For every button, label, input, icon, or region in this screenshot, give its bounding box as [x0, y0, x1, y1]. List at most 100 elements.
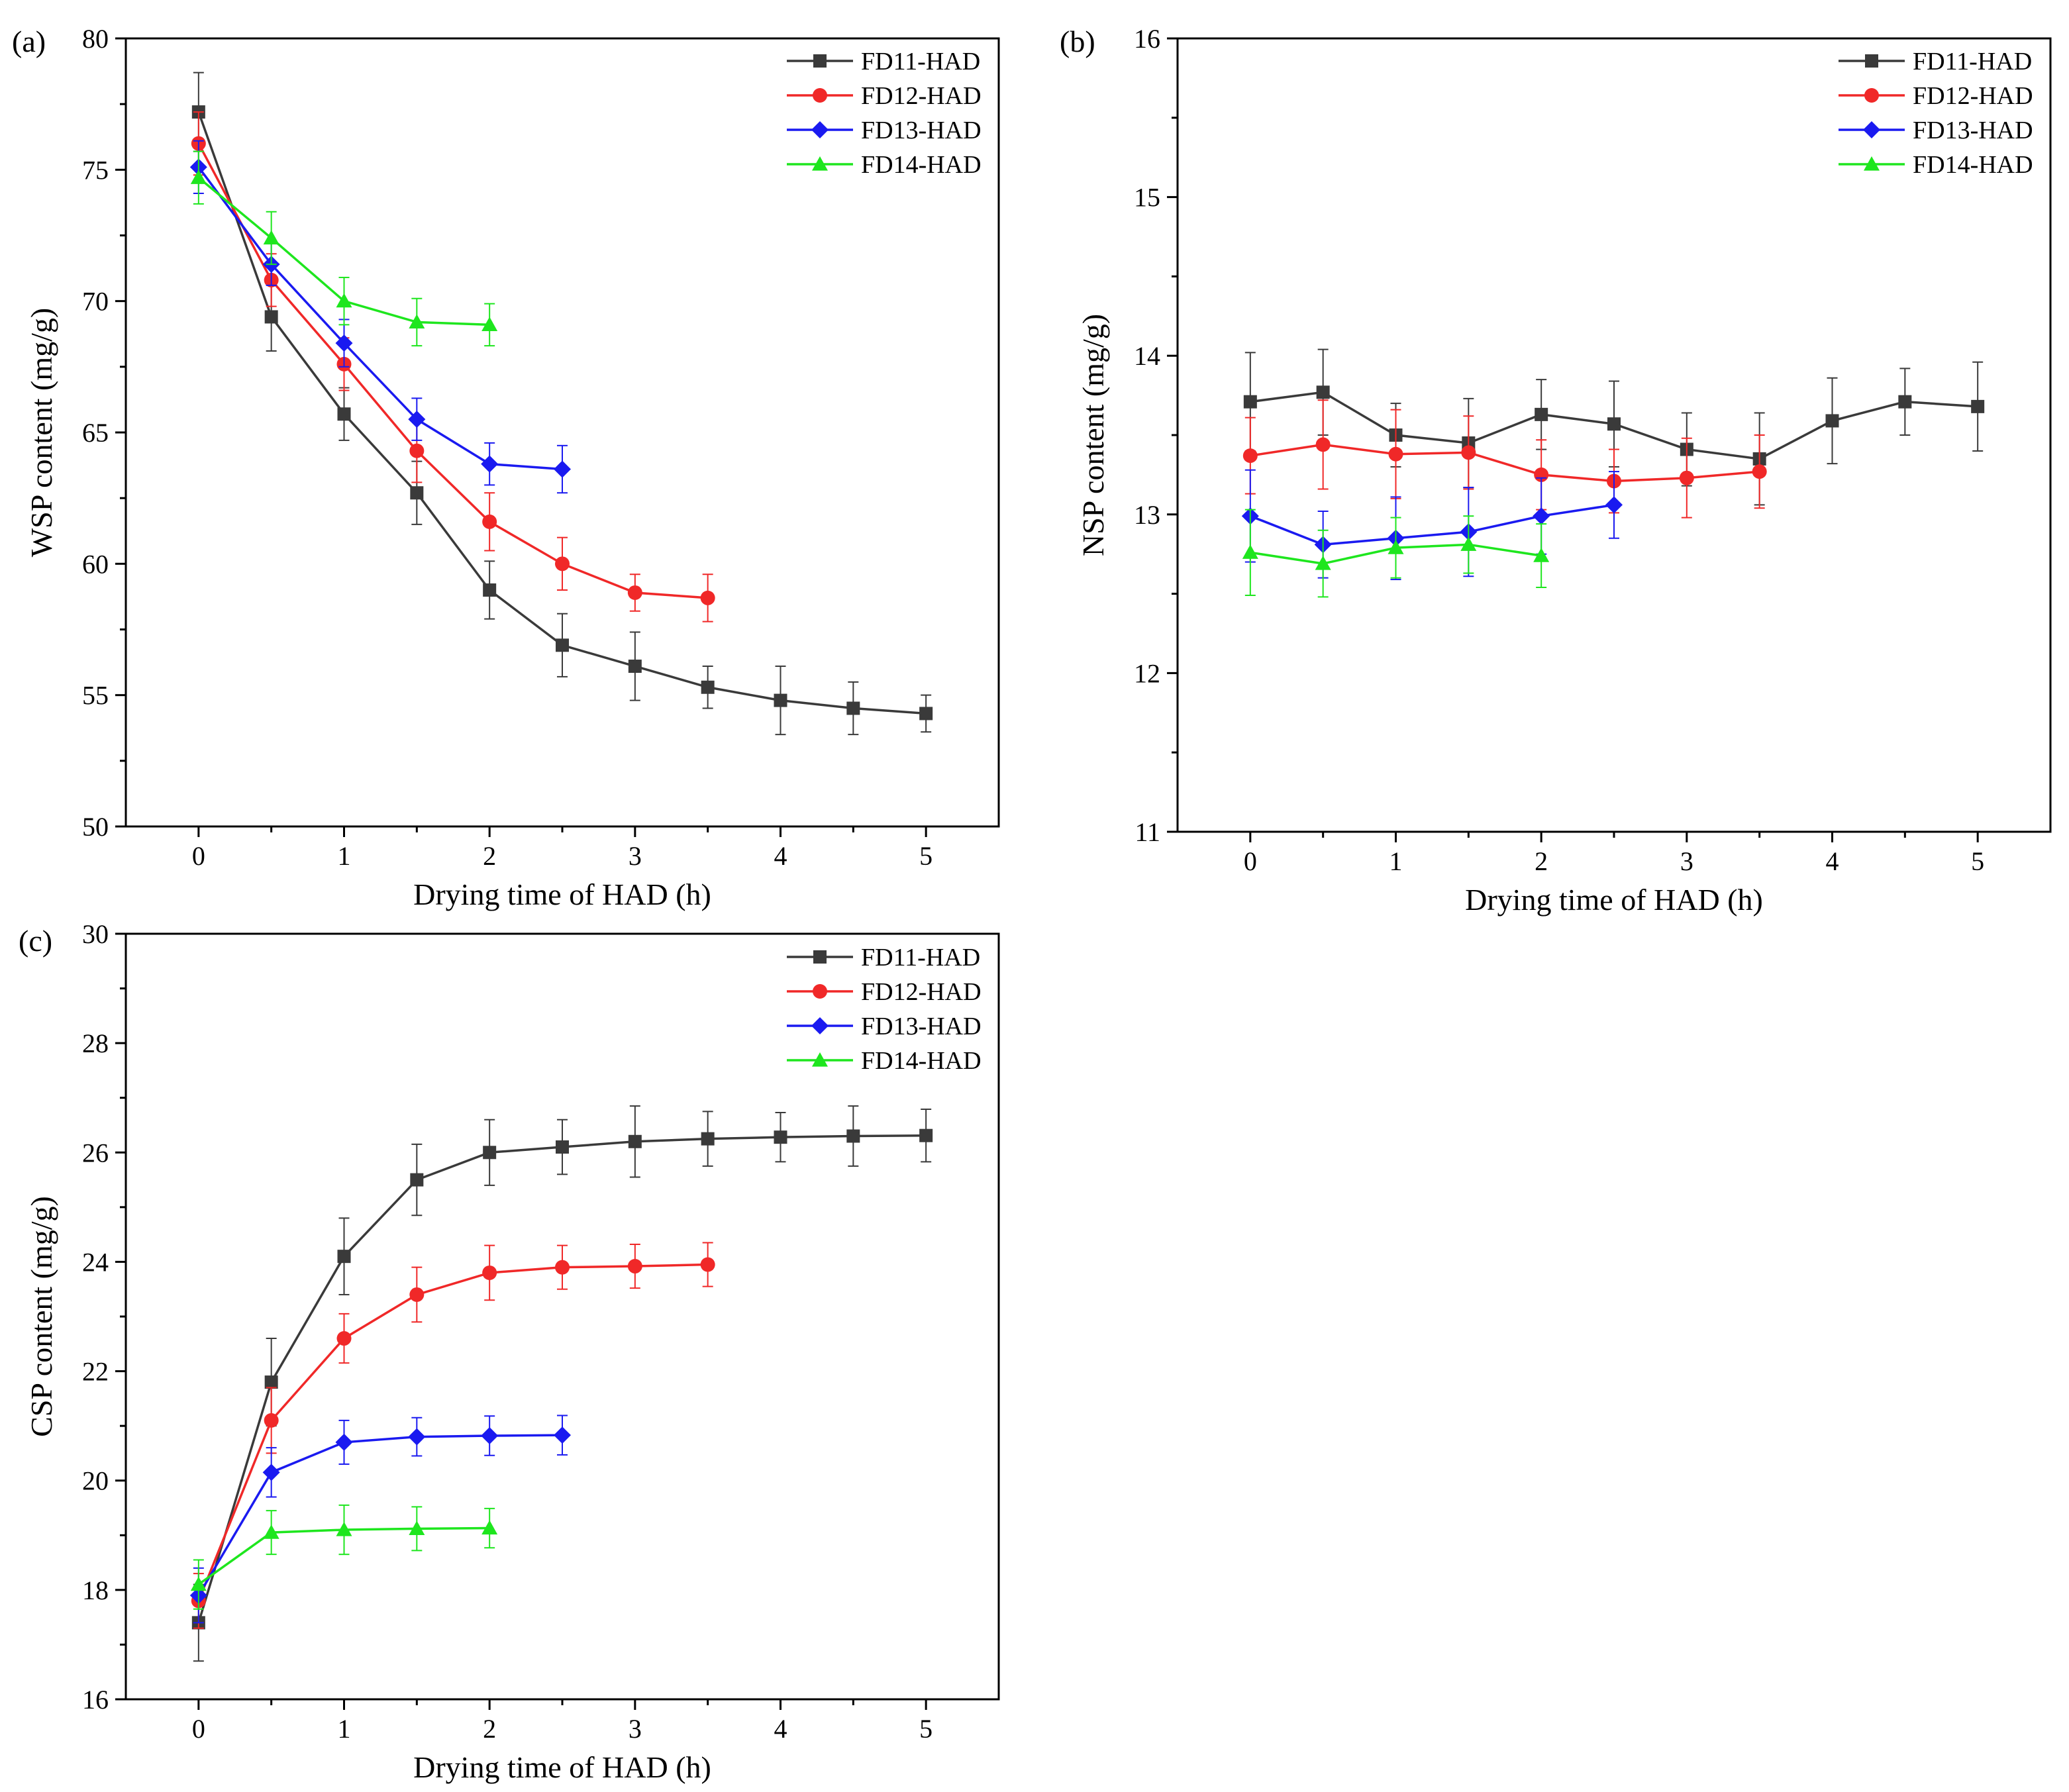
data-point	[337, 407, 351, 421]
legend-item: FD11-HAD	[787, 48, 980, 75]
series-FD12-HAD	[1242, 399, 1767, 519]
x-tick-label: 2	[483, 841, 496, 871]
x-tick-label: 0	[192, 841, 205, 871]
data-point	[263, 230, 279, 245]
data-point	[482, 514, 497, 529]
x-tick-label: 3	[1680, 846, 1693, 876]
x-axis-label: Drying time of HAD (h)	[413, 877, 711, 911]
legend-label: FD12-HAD	[1913, 82, 2033, 110]
series-line	[197, 142, 708, 599]
legend: FD11-HAD FD12-HAD FD13-HAD FD14-HAD	[787, 944, 982, 1075]
x-tick-label: 1	[1389, 846, 1403, 876]
legend-label: FD14-HAD	[1913, 151, 2033, 179]
legend-marker	[1864, 156, 1880, 171]
data-point	[408, 411, 426, 428]
data-point	[481, 1520, 498, 1535]
y-tick-label: 65	[82, 418, 109, 448]
data-point	[335, 334, 353, 352]
data-point	[700, 1257, 715, 1272]
series-FD11-HAD	[191, 1105, 933, 1662]
x-tick-label: 0	[1244, 846, 1257, 876]
y-tick-label: 16	[1134, 24, 1160, 54]
series-FD11-HAD	[1243, 348, 1985, 506]
data-point	[262, 1464, 280, 1481]
legend-label: FD12-HAD	[861, 978, 982, 1006]
series-line	[1250, 503, 1615, 546]
y-tick-label: 22	[82, 1357, 109, 1387]
data-point	[1825, 414, 1839, 428]
series-FD13-HAD	[189, 1415, 571, 1624]
data-point	[1898, 395, 1912, 409]
data-point	[483, 1146, 497, 1160]
data-point	[774, 1130, 787, 1144]
x-tick-label: 4	[774, 841, 787, 871]
legend: FD11-HAD FD12-HAD FD13-HAD FD14-HAD	[1839, 48, 2033, 179]
data-point	[481, 317, 498, 331]
data-point	[701, 680, 715, 694]
legend-marker	[813, 88, 827, 103]
data-point	[409, 443, 425, 458]
legend-marker	[1865, 54, 1878, 68]
legend-label: FD11-HAD	[1913, 48, 2032, 75]
data-point	[554, 460, 571, 478]
data-point	[1533, 507, 1550, 525]
legend-marker	[813, 984, 827, 999]
legend-marker	[812, 1052, 828, 1067]
y-tick-label: 50	[82, 812, 109, 842]
data-point	[335, 1433, 353, 1451]
legend-item: FD12-HAD	[787, 978, 982, 1006]
panel-label: (c)	[19, 924, 52, 958]
legend: FD11-HAD FD12-HAD FD13-HAD FD14-HAD	[787, 48, 982, 179]
x-tick-label: 3	[629, 1714, 642, 1744]
data-point	[481, 455, 499, 473]
y-tick-label: 60	[82, 549, 109, 579]
data-point	[555, 1260, 570, 1275]
legend-item: FD11-HAD	[787, 944, 980, 971]
legend-item: FD13-HAD	[787, 117, 982, 144]
y-tick-label: 24	[82, 1247, 109, 1277]
y-axis-label: NSP content (mg/g)	[1076, 314, 1110, 556]
y-tick-label: 18	[82, 1575, 109, 1605]
data-point	[1533, 548, 1550, 562]
y-tick-label: 20	[82, 1466, 109, 1496]
data-point	[1315, 437, 1331, 452]
y-tick-label: 15	[1134, 183, 1160, 213]
data-point	[263, 1524, 279, 1539]
data-point	[627, 585, 642, 600]
y-tick-label: 28	[82, 1028, 109, 1058]
y-tick-label: 30	[82, 919, 109, 949]
data-point	[336, 1331, 352, 1346]
data-point	[1315, 556, 1331, 570]
data-point	[1460, 536, 1477, 551]
data-point	[1752, 464, 1767, 479]
data-point	[846, 1129, 860, 1143]
data-point	[408, 1428, 426, 1446]
data-point	[1535, 407, 1548, 421]
legend-marker	[811, 1017, 829, 1034]
legend-label: FD14-HAD	[861, 151, 982, 179]
y-tick-label: 75	[82, 155, 109, 185]
data-point	[483, 583, 497, 597]
data-point	[190, 1576, 207, 1591]
data-point	[1461, 445, 1476, 460]
chart-panel-3: (c) 0 1 2 3 4 5 16 18 20 22 24 26 28 30 Drying time of …	[19, 919, 1000, 1784]
x-tick-label: 5	[919, 1714, 933, 1744]
y-tick-label: 12	[1134, 658, 1160, 688]
data-point	[628, 660, 642, 673]
data-point	[336, 1522, 352, 1536]
legend-item: FD12-HAD	[1839, 82, 2033, 110]
data-point	[1388, 540, 1404, 554]
data-point	[556, 1140, 569, 1154]
series-FD12-HAD	[191, 111, 715, 622]
x-tick-label: 5	[919, 841, 933, 871]
legend-label: FD11-HAD	[861, 48, 980, 75]
x-tick-label: 5	[1971, 846, 1984, 876]
x-tick-label: 3	[629, 841, 642, 871]
data-point	[627, 1259, 642, 1274]
legend-label: FD11-HAD	[861, 944, 980, 971]
data-point	[1388, 446, 1403, 462]
data-point	[190, 170, 207, 184]
